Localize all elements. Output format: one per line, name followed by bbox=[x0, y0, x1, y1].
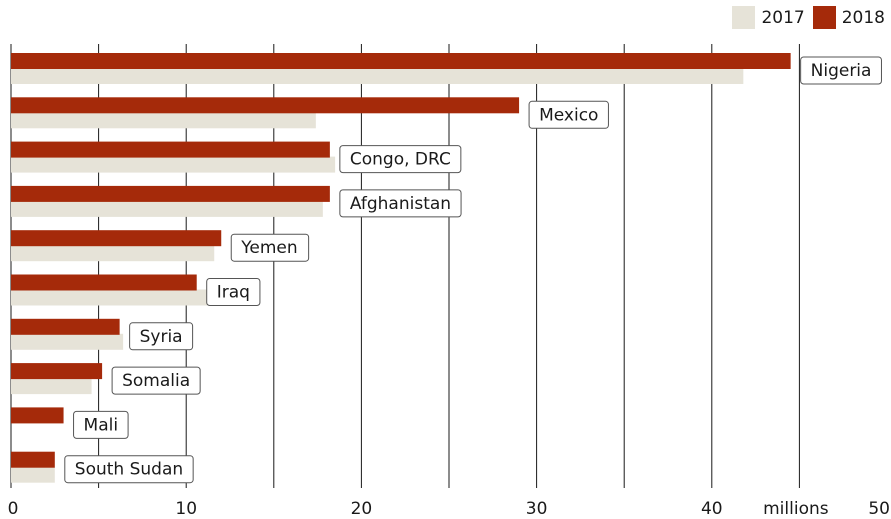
bar-2017 bbox=[11, 68, 744, 84]
bar-2018 bbox=[11, 185, 330, 202]
legend-item-2017: 2017 bbox=[732, 6, 805, 29]
bar-2017 bbox=[11, 245, 215, 262]
bar-2017 bbox=[11, 378, 92, 395]
x-tick-label: 20 bbox=[351, 499, 373, 519]
bar-2018 bbox=[11, 141, 330, 158]
category-label-box bbox=[206, 278, 261, 306]
category-label: Afghanistan bbox=[350, 194, 451, 214]
bar-2018 bbox=[11, 363, 103, 380]
legend-swatch-2018 bbox=[812, 6, 836, 29]
legend-label-2018: 2018 bbox=[841, 7, 885, 28]
category-label: Somalia bbox=[122, 371, 190, 391]
category-label: Mexico bbox=[539, 105, 598, 125]
category-label-box bbox=[800, 56, 882, 85]
bar-2018 bbox=[11, 97, 520, 114]
bar-2018 bbox=[11, 53, 791, 69]
bar-2017 bbox=[11, 200, 323, 217]
category-label-box bbox=[339, 189, 462, 218]
x-tick-label: 30 bbox=[526, 499, 548, 519]
x-tick-label: 0 bbox=[8, 499, 19, 519]
x-tick-label: 40 bbox=[701, 499, 723, 519]
x-tick-label: 10 bbox=[175, 499, 197, 519]
x-tick-label: 50 bbox=[868, 499, 890, 519]
bar-2017 bbox=[11, 289, 232, 306]
bar-2017 bbox=[11, 156, 336, 173]
bar-2018 bbox=[11, 274, 197, 291]
category-label-box bbox=[129, 322, 194, 351]
category-label-box bbox=[64, 455, 194, 484]
bar-2017 bbox=[11, 112, 316, 129]
bar-2018 bbox=[11, 230, 222, 247]
legend-label-2017: 2017 bbox=[761, 7, 805, 28]
bar-2018 bbox=[11, 407, 64, 424]
category-label: Congo, DRC bbox=[350, 150, 451, 170]
category-label-box bbox=[528, 100, 609, 129]
category-label: Mali bbox=[84, 415, 119, 435]
category-label-box bbox=[339, 145, 462, 174]
category-label: Nigeria bbox=[811, 61, 872, 81]
category-label-box bbox=[111, 366, 201, 395]
legend-swatch-2017 bbox=[732, 6, 756, 29]
x-unit-label: millions bbox=[763, 499, 829, 519]
category-label: South Sudan bbox=[75, 460, 183, 480]
bar-2018 bbox=[11, 451, 55, 468]
bar-2018 bbox=[11, 318, 120, 335]
bar-2017 bbox=[11, 333, 124, 350]
bar-2017 bbox=[11, 466, 55, 483]
category-label-box bbox=[73, 410, 129, 439]
category-label: Yemen bbox=[240, 238, 297, 258]
category-label-box bbox=[230, 233, 310, 262]
legend-item-2018: 2018 bbox=[812, 6, 885, 29]
legend: 2017 2018 bbox=[732, 6, 885, 29]
category-label: Iraq bbox=[217, 283, 250, 303]
category-label: Syria bbox=[140, 327, 183, 347]
